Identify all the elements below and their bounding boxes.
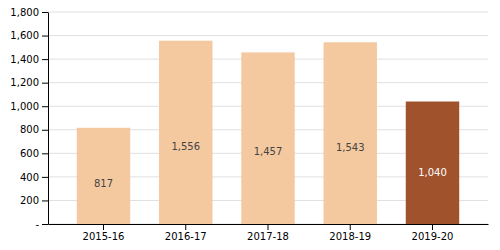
y-tick-label: 600 <box>20 148 39 159</box>
y-tick-label: 400 <box>20 172 39 183</box>
x-tick: 2019-20 <box>412 224 454 242</box>
y-tick-label: 1,000 <box>10 101 39 112</box>
y-axis-line <box>48 13 49 225</box>
x-tick: 2015-16 <box>83 224 125 242</box>
y-tick: - <box>35 219 48 230</box>
y-tick-mark <box>42 36 48 37</box>
y-tick-mark <box>42 153 48 154</box>
x-tick-label: 2016-17 <box>165 231 207 242</box>
grid <box>48 12 488 224</box>
y-axis: - 200 400 600 800 1,000 1,200 1,400 1,600 1,800 <box>10 7 48 230</box>
y-tick: 1,400 <box>10 54 48 65</box>
y-tick-mark <box>42 177 48 178</box>
y-tick-label: 200 <box>20 195 39 206</box>
bar <box>241 52 294 224</box>
x-tick-mark <box>103 224 104 230</box>
y-tick-mark <box>42 200 48 201</box>
y-tick-mark <box>42 59 48 60</box>
y-tick-label: - <box>35 219 39 230</box>
plot: - 200 400 600 800 1,000 1,200 1,400 1,600 1,800 20… <box>10 7 488 242</box>
x-axis: 2015-16 2016-17 2017-18 2018-19 2019-20 <box>49 224 489 242</box>
y-tick-mark <box>42 83 48 84</box>
x-tick-label: 2015-16 <box>83 231 125 242</box>
data-label: 1,556 <box>171 141 200 152</box>
data-label: 1,457 <box>254 146 283 157</box>
chart: - 200 400 600 800 1,000 1,200 1,400 1,600 1,800 20… <box>0 0 500 250</box>
bar <box>159 41 212 224</box>
bars <box>77 41 459 224</box>
data-label: 817 <box>94 178 113 189</box>
y-tick: 1,000 <box>10 101 48 112</box>
x-tick-label: 2019-20 <box>412 231 454 242</box>
y-tick: 800 <box>20 124 48 135</box>
x-tick-mark <box>350 224 351 230</box>
y-tick: 400 <box>20 172 48 183</box>
grid-line <box>48 35 488 36</box>
x-tick: 2018-19 <box>329 224 371 242</box>
x-tick-mark <box>268 224 269 230</box>
y-tick-label: 1,400 <box>10 54 39 65</box>
y-tick-mark <box>42 130 48 131</box>
data-labels: 817 1,556 1,457 1,543 1,040 <box>94 141 447 189</box>
x-tick-label: 2018-19 <box>329 231 371 242</box>
y-tick: 600 <box>20 148 48 159</box>
x-tick: 2016-17 <box>165 224 207 242</box>
grid-line <box>48 12 488 13</box>
x-tick-mark <box>432 224 433 230</box>
y-tick-label: 1,200 <box>10 77 39 88</box>
y-tick-label: 1,600 <box>10 30 39 41</box>
bar <box>77 128 130 224</box>
x-tick-label: 2017-18 <box>247 231 289 242</box>
bar <box>406 102 459 224</box>
y-tick: 200 <box>20 195 48 206</box>
y-tick-label: 800 <box>20 124 39 135</box>
y-tick: 1,200 <box>10 77 48 88</box>
x-tick-mark <box>185 224 186 230</box>
y-tick-mark <box>42 224 48 225</box>
y-tick-mark <box>42 12 48 13</box>
y-tick-label: 1,800 <box>10 7 39 18</box>
chart-container: - 200 400 600 800 1,000 1,200 1,400 1,600 1,800 20… <box>0 0 500 250</box>
y-tick: 1,600 <box>10 30 48 41</box>
y-tick-mark <box>42 106 48 107</box>
data-label: 1,040 <box>418 167 447 178</box>
data-label: 1,543 <box>336 142 365 153</box>
bar <box>324 42 377 224</box>
x-tick: 2017-18 <box>247 224 289 242</box>
y-tick: 1,800 <box>10 7 48 18</box>
